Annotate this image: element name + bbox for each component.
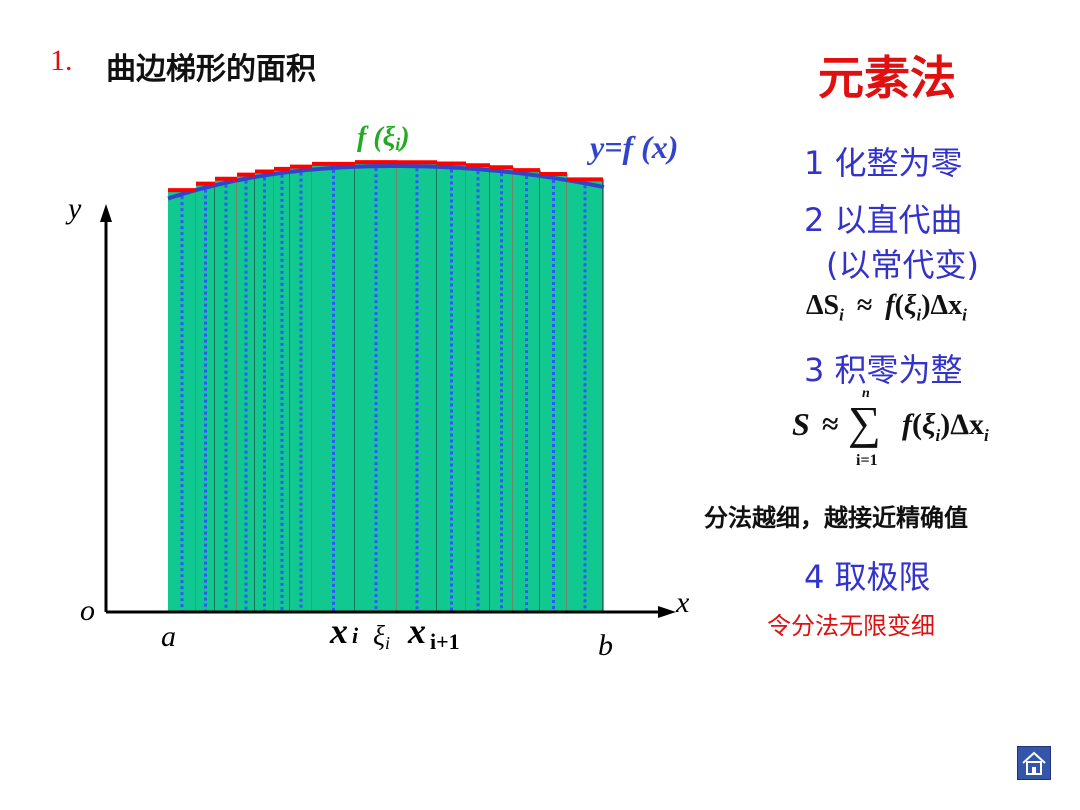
ksi-label: ξi [373,621,390,653]
home-button[interactable] [1017,746,1051,780]
note-finer: 分法越细，越接近精确值 [704,504,968,532]
rectangle-strips [168,162,604,613]
formula-sum: S ≈ n ∑ i=1 f(ξi)Δxi [792,386,989,469]
strip-rect [196,183,215,612]
x-axis-label: x [675,586,690,619]
step-4: 4 取极限 [804,558,931,596]
curve-y-fx [167,164,605,201]
f-ksi-label: f (ξi) [357,122,410,154]
strip-rect [274,168,290,612]
method-title: 元素法 [818,51,956,105]
note-limit: 令分法无限变细 [767,612,935,640]
formula-element: ΔSi ≈ f(ξi)Δxi [806,290,967,325]
origin-label: o [80,594,95,627]
strip-tops [168,160,603,193]
xi-plus-1-label: x i+1 [407,611,460,654]
step-1: 1 化整为零 [804,144,963,182]
home-icon [1022,751,1046,775]
step-2: 2 以直代曲 [804,201,963,239]
curve-label: y=f (x) [586,129,678,165]
strip-rect [255,171,274,612]
section-title: 曲边梯形的面积 [106,52,316,87]
y-axis-label: y [65,192,82,225]
a-label: a [161,620,176,653]
section-number: 1. [50,44,73,77]
b-label: b [598,629,613,662]
x-axis-arrow [658,606,676,618]
step-3: 3 积零为整 [804,351,963,389]
step-2-sub: (以常代变) [826,246,979,284]
y-axis-arrow [100,204,112,222]
